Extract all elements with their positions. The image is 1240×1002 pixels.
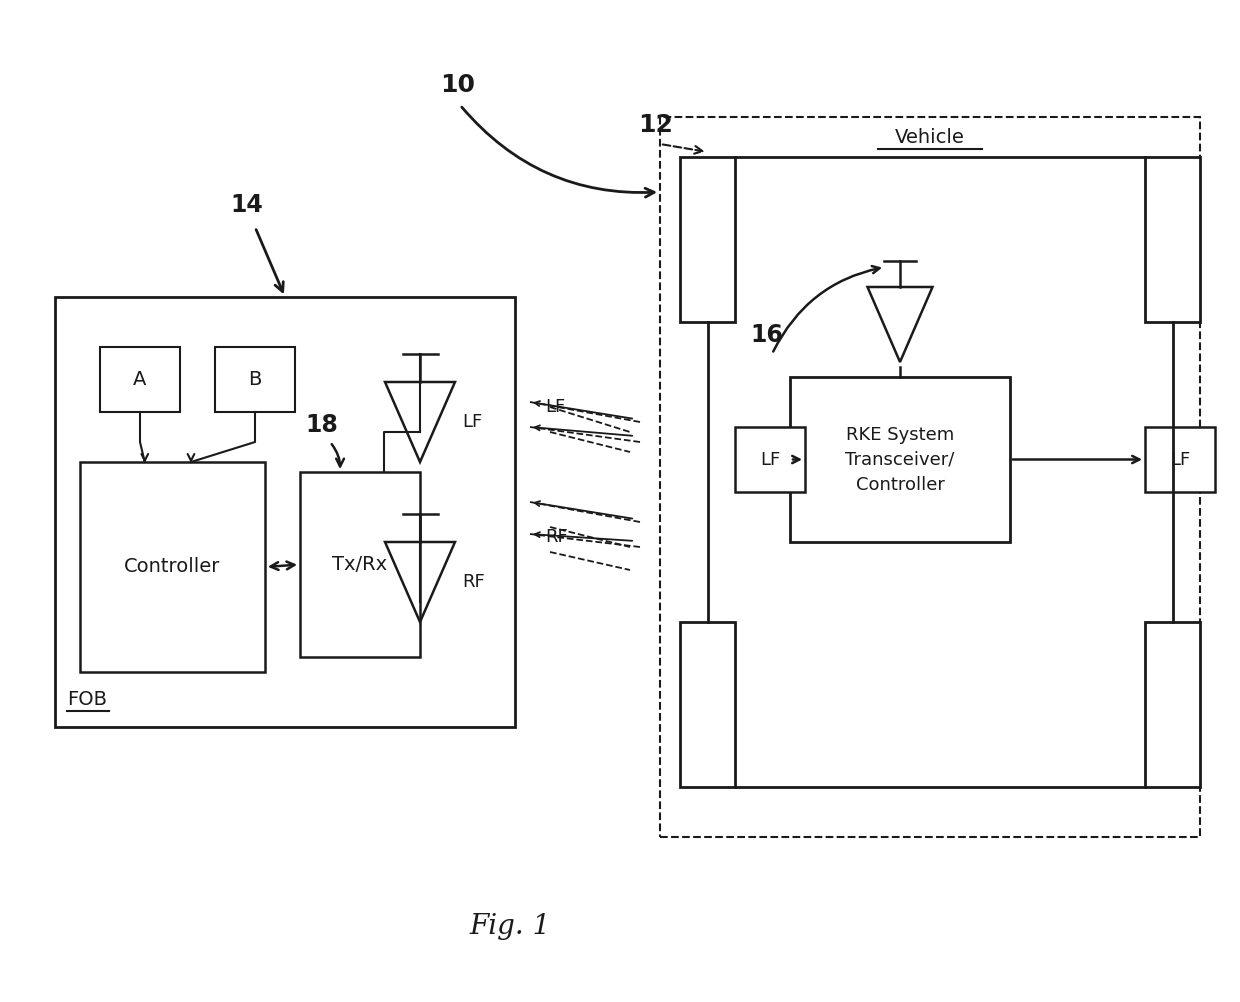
Text: RKE System
Transceiver/
Controller: RKE System Transceiver/ Controller <box>846 426 955 494</box>
Text: RF: RF <box>463 573 485 591</box>
Text: 14: 14 <box>229 193 263 217</box>
Bar <box>680 157 735 322</box>
Text: LF: LF <box>463 413 482 431</box>
Text: LF: LF <box>760 451 780 469</box>
Bar <box>215 347 295 412</box>
Text: LF: LF <box>546 398 565 416</box>
Bar <box>790 377 1011 542</box>
Text: 10: 10 <box>440 73 475 97</box>
Bar <box>100 347 180 412</box>
Text: FOB: FOB <box>67 690 107 709</box>
Text: 18: 18 <box>305 413 337 437</box>
Text: LF: LF <box>1169 451 1190 469</box>
Bar <box>1145 622 1200 787</box>
Text: RF: RF <box>546 528 568 546</box>
Text: Tx/Rx: Tx/Rx <box>332 555 388 574</box>
Bar <box>1145 427 1215 492</box>
Text: B: B <box>248 370 262 389</box>
Bar <box>1145 157 1200 322</box>
Text: Vehicle: Vehicle <box>895 128 965 147</box>
Text: Fig. 1: Fig. 1 <box>470 914 551 941</box>
Bar <box>735 427 805 492</box>
Text: 16: 16 <box>750 323 782 347</box>
Text: Controller: Controller <box>124 557 221 576</box>
Text: 12: 12 <box>639 113 673 137</box>
Bar <box>660 117 1200 837</box>
Bar <box>55 297 515 727</box>
Bar <box>81 462 265 672</box>
Bar <box>300 472 420 657</box>
Text: A: A <box>134 370 146 389</box>
Bar <box>680 622 735 787</box>
